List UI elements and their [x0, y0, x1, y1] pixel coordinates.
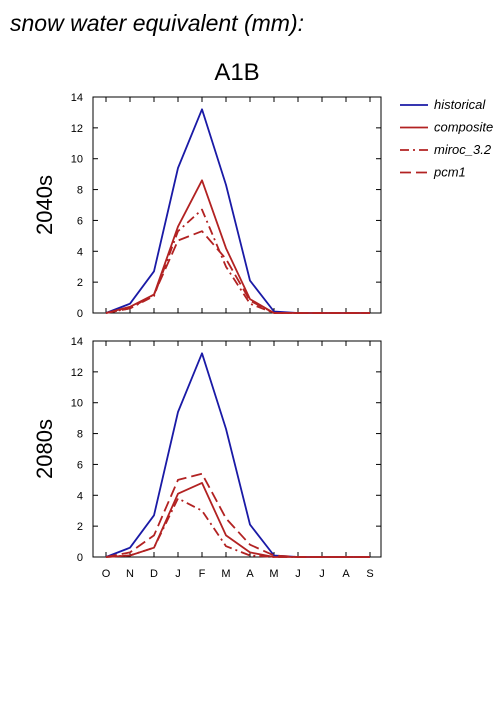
chart-panel-2080s: 0 2 4 6 8 10 12 14 O N D J F M A M J J A S 2080s	[32, 336, 382, 580]
y-tick-label: 14	[71, 92, 83, 104]
x-tick-label: A	[246, 568, 254, 580]
y-tick-label: 6	[77, 459, 83, 471]
plot-frame	[92, 96, 382, 314]
x-tick-label: J	[175, 568, 181, 580]
series-line-pcm1	[105, 472, 370, 558]
figure-title: snow water equivalent (mm):	[10, 10, 304, 36]
series-line-historical	[105, 108, 370, 314]
series-line-composite	[105, 179, 370, 314]
x-tick-label: S	[366, 568, 373, 580]
y-tick-label: 12	[71, 123, 83, 135]
series-line-composite	[105, 481, 370, 558]
series-line-historical	[105, 352, 370, 558]
x-tick-label: J	[319, 568, 325, 580]
y-tick-label: 2	[77, 521, 83, 533]
legend-label-pcm1: pcm1	[433, 165, 466, 180]
series-line-miroc-3-2	[105, 208, 370, 314]
y-tick-label: 12	[71, 367, 83, 379]
x-tick-label: O	[102, 568, 111, 580]
y-tick-label: 10	[71, 398, 83, 410]
x-tick-label: A	[342, 568, 350, 580]
legend-label-historical: historical	[434, 97, 486, 112]
y-tick-label: 10	[71, 154, 83, 166]
y-tick-label: 8	[77, 185, 83, 197]
y-axis-label: 2080s	[32, 419, 57, 479]
plot-frame	[92, 340, 382, 558]
y-tick-label: 0	[77, 308, 83, 320]
legend-label-composite: composite	[434, 120, 493, 135]
y-tick-label: 14	[71, 336, 83, 348]
x-tick-label: D	[150, 568, 158, 580]
y-tick-label: 4	[77, 490, 83, 502]
x-tick-label: N	[126, 568, 134, 580]
x-tick-label: M	[269, 568, 278, 580]
x-tick-label: J	[295, 568, 301, 580]
series-line-pcm1	[105, 230, 370, 314]
chart-panel-2040s: 0 2 4 6 8 10 12 14 2040s	[32, 92, 382, 320]
series-line-miroc-3-2	[105, 497, 370, 558]
y-axis-label: 2040s	[32, 175, 57, 235]
legend-label-miroc-3-2: miroc_3.2	[434, 142, 492, 157]
y-tick-label: 6	[77, 215, 83, 227]
legend: historical composite miroc_3.2 pcm1	[400, 97, 493, 180]
y-tick-label: 4	[77, 246, 83, 258]
y-tick-label: 8	[77, 429, 83, 441]
x-tick-label: F	[199, 568, 206, 580]
scenario-title: A1B	[214, 59, 259, 86]
x-tick-label: M	[221, 568, 230, 580]
y-tick-label: 2	[77, 277, 83, 289]
y-tick-label: 0	[77, 552, 83, 564]
